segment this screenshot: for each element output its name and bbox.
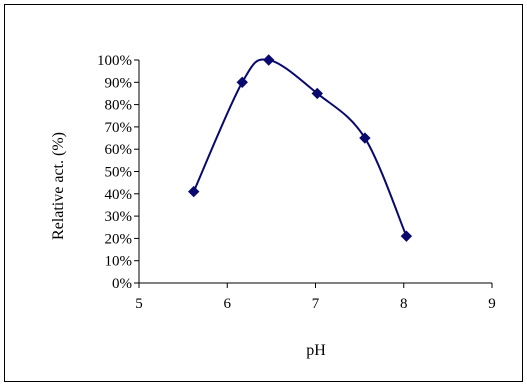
y-tick-label: 10% — [105, 254, 133, 270]
data-point-diamond — [188, 185, 200, 198]
x-tick-label: 7 — [312, 296, 320, 312]
y-axis-label: Relative act. (%) — [50, 132, 67, 240]
y-tick-label: 20% — [105, 231, 133, 247]
data-point-diamond — [359, 132, 371, 144]
data-point-diamond — [400, 230, 413, 242]
y-tick-label: 0% — [112, 276, 132, 292]
y-tick-label: 70% — [105, 120, 133, 136]
x-tick-label: 9 — [488, 296, 496, 312]
x-axis-label: pH — [306, 342, 326, 359]
data-point-diamond — [263, 54, 275, 66]
y-tick-label: 100% — [97, 53, 132, 69]
y-tick-label: 40% — [105, 187, 133, 203]
y-tick-label: 60% — [105, 142, 133, 158]
y-tick-label: 90% — [105, 75, 133, 91]
x-tick-label: 8 — [400, 296, 408, 312]
chart-frame — [4, 4, 523, 382]
series-layer — [188, 54, 413, 242]
x-tick-label: 5 — [135, 296, 143, 312]
y-axis-ticks: 0% 10% 20% 30% 40% 50% 60% 70% 80% 90% 100% — [97, 53, 139, 292]
data-point-diamond — [311, 87, 323, 100]
y-tick-label: 30% — [105, 209, 133, 225]
x-tick-label: 6 — [224, 296, 232, 312]
data-point-diamond — [236, 76, 248, 89]
y-tick-label: 80% — [105, 98, 133, 114]
y-tick-label: 50% — [105, 165, 133, 181]
x-axis-ticks: 5 6 7 8 9 — [135, 283, 496, 312]
series-line — [192, 58, 408, 237]
